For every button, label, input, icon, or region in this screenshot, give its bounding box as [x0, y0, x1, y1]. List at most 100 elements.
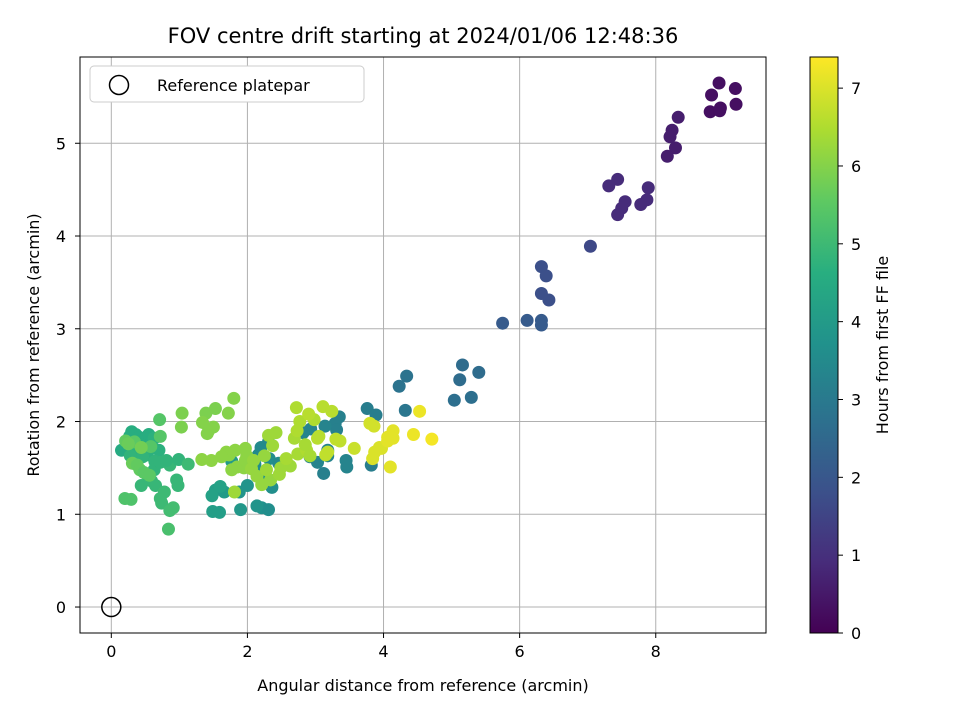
colorbar-ticks: 0 1 2 3 4 5 6 7: [838, 79, 861, 643]
axes-frame: [79, 56, 767, 634]
data-point: [134, 479, 148, 493]
data-point: [413, 404, 427, 418]
data-point: [602, 179, 616, 193]
legend: Reference platepar: [89, 65, 365, 103]
data-point: [221, 406, 235, 420]
colorbar-gradient: [809, 56, 839, 634]
data-point: [398, 403, 412, 417]
data-point: [208, 402, 222, 416]
data-point: [319, 448, 333, 462]
data-point: [703, 105, 717, 119]
y-tick-label: 0: [56, 598, 66, 617]
x-tick-label: 0: [106, 642, 116, 661]
data-point: [204, 453, 218, 467]
data-point: [157, 485, 171, 499]
data-point: [447, 393, 461, 407]
data-point: [215, 450, 229, 464]
colorbar-tick-label: 6: [851, 157, 861, 176]
data-point: [520, 313, 534, 327]
data-point: [163, 504, 177, 518]
data-point: [181, 457, 195, 471]
data-point: [171, 479, 185, 493]
colorbar-tick-label: 3: [851, 390, 861, 409]
data-point: [583, 239, 597, 253]
colorbar-tick-label: 4: [851, 313, 861, 332]
data-point: [496, 316, 510, 330]
data-point: [339, 453, 353, 467]
data-point: [729, 97, 743, 111]
y-tick-label: 2: [56, 413, 66, 432]
data-point: [259, 463, 273, 477]
data-point: [144, 440, 158, 454]
y-tick-label: 3: [56, 320, 66, 339]
reference-point: [101, 596, 122, 618]
data-point: [206, 420, 220, 434]
data-point: [634, 197, 648, 211]
colorbar-tick-label: 2: [851, 468, 861, 487]
grid-lines: [80, 57, 766, 633]
data-point: [392, 379, 406, 393]
data-point: [257, 449, 271, 463]
data-point: [227, 485, 241, 499]
data-point: [303, 449, 317, 463]
x-tick-label: 6: [515, 642, 525, 661]
data-point: [134, 440, 148, 454]
data-point: [329, 432, 343, 446]
data-point: [728, 82, 742, 96]
data-point: [175, 406, 189, 420]
x-tick-label: 2: [242, 642, 252, 661]
data-point: [383, 460, 397, 474]
data-point: [367, 419, 381, 433]
data-point: [153, 413, 167, 427]
data-point: [317, 466, 331, 480]
y-tick-label: 4: [56, 227, 66, 246]
data-point: [542, 293, 556, 307]
x-axis-label: Angular distance from reference (arcmin): [257, 676, 588, 695]
data-point: [330, 423, 344, 437]
colorbar-tick-label: 1: [851, 546, 861, 565]
data-point: [539, 269, 553, 283]
data-point: [289, 401, 303, 415]
chart-title: FOV centre drift starting at 2024/01/06 …: [168, 24, 679, 48]
data-point: [124, 492, 138, 506]
data-point: [269, 426, 283, 440]
data-point: [234, 503, 248, 517]
data-point: [400, 369, 414, 383]
data-point: [453, 373, 467, 387]
data-point: [298, 438, 312, 452]
legend-reference-marker: [108, 74, 130, 96]
data-point: [472, 365, 486, 379]
data-point: [213, 479, 227, 493]
data-point: [425, 432, 439, 446]
data-point: [174, 420, 188, 434]
colorbar-tick-label: 7: [851, 79, 861, 98]
data-point: [225, 463, 239, 477]
data-point: [611, 208, 625, 222]
data-point: [705, 88, 719, 102]
x-axis-ticks: 0 2 4 6 8: [106, 633, 661, 661]
data-point: [159, 453, 173, 467]
data-point: [266, 439, 280, 453]
data-point: [312, 429, 326, 443]
x-tick-label: 4: [378, 642, 388, 661]
data-point: [262, 503, 276, 517]
data-point: [238, 441, 252, 455]
y-tick-label: 5: [56, 134, 66, 153]
data-point: [205, 489, 219, 503]
reference-marker: [101, 596, 122, 618]
data-point: [227, 391, 241, 405]
data-point: [153, 429, 167, 443]
data-point: [455, 358, 469, 372]
x-tick-label: 8: [651, 642, 661, 661]
data-point: [671, 110, 685, 124]
data-point: [347, 441, 361, 455]
scatter-points: [115, 76, 743, 536]
data-point: [464, 390, 478, 404]
y-axis-label: Rotation from reference (arcmin): [24, 213, 43, 476]
data-point: [406, 428, 420, 442]
legend-entry-reference: Reference platepar: [157, 76, 310, 95]
colorbar: 0 1 2 3 4 5 6 7 Hours from first FF file: [809, 56, 892, 643]
data-point: [279, 452, 293, 466]
data-point: [641, 181, 655, 195]
